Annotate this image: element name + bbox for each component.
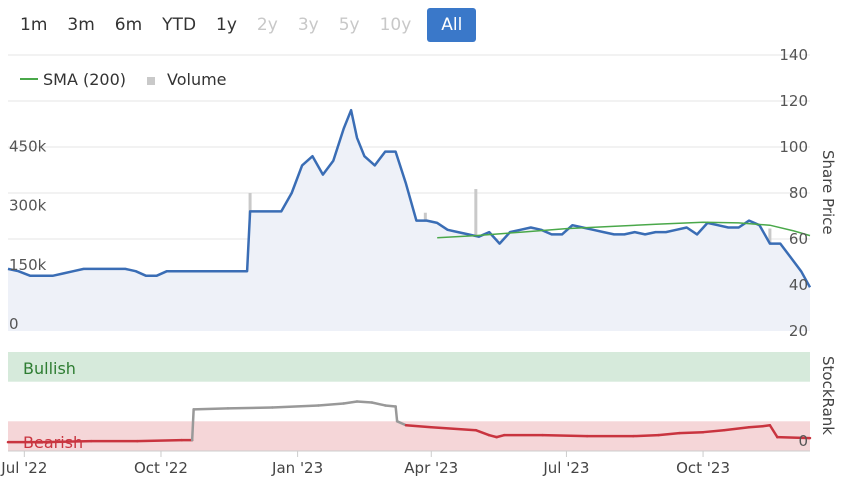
x-tick-label: Apr '23 (404, 459, 458, 477)
price-tick-label: 100 (779, 138, 808, 156)
stockrank-segment (190, 408, 195, 442)
stockrank-segment (722, 425, 751, 432)
rank-tick-label: 0 (798, 432, 808, 450)
stockrank-segment (747, 425, 764, 429)
range-selector: 1m 3m 6m YTD 1y 2y 3y 5y 10y All (10, 8, 477, 42)
stockrank-segment (383, 404, 397, 408)
share-price-axis-title: Share Price (819, 150, 837, 235)
price-area (8, 110, 810, 331)
stockrank-segment (430, 425, 478, 432)
stockrank-axis-title: StockRank (819, 356, 837, 435)
range-button-3y: 3y (297, 15, 319, 35)
x-tick-label: Jul '23 (542, 459, 589, 477)
bullish-label: Bullish (23, 359, 76, 378)
price-tick-label: 40 (789, 276, 808, 294)
range-button-10y: 10y (379, 15, 412, 35)
price-tick-label: 140 (779, 46, 808, 64)
legend-volume-label: Volume (167, 70, 227, 89)
price-tick-label: 80 (789, 184, 808, 202)
volume-tick-label: 150k (9, 256, 47, 274)
stockrank-segment (370, 401, 387, 407)
range-button-5y: 5y (338, 15, 360, 35)
stockrank-segment (342, 400, 359, 405)
range-button-ytd[interactable]: YTD (162, 15, 197, 35)
stockrank-segment (135, 438, 184, 443)
range-button-1y[interactable]: 1y (216, 15, 237, 35)
price-line (7, 108, 812, 288)
stockrank-segment (701, 428, 726, 434)
stockrank-segment (192, 407, 230, 411)
stockrank-segment (271, 404, 320, 409)
price-tick-label: 120 (779, 92, 808, 110)
stockrank-segment (487, 433, 498, 439)
stockrank-segment (632, 433, 660, 438)
range-button-all[interactable]: All (427, 8, 477, 42)
x-tick-label: Oct '23 (676, 459, 730, 477)
range-button-3m[interactable]: 3m (67, 15, 95, 35)
x-tick-label: Oct '22 (134, 459, 188, 477)
stockrank-segment (395, 420, 408, 427)
stockrank-segment (678, 430, 705, 435)
volume-tick-label: 450k (9, 138, 47, 156)
range-button-1m[interactable]: 1m (20, 15, 48, 35)
stockrank-segment (776, 435, 812, 440)
range-button-2y: 2y (256, 15, 278, 35)
sma-line (437, 221, 811, 239)
price-tick-label: 60 (789, 230, 808, 248)
stockrank-segment (404, 424, 433, 429)
stockrank-segment (657, 431, 681, 437)
stockrank-segment (495, 433, 506, 439)
stockrank-segment (355, 400, 374, 404)
stockrank-segment (317, 402, 345, 407)
volume-tick-label: 300k (9, 197, 47, 215)
bullish-band (8, 352, 810, 382)
stockrank-segment (541, 433, 589, 438)
x-tick-label: Jul '22 (0, 459, 47, 477)
range-button-6m[interactable]: 6m (114, 15, 143, 35)
stockrank-segment (474, 428, 491, 437)
stockrank-segment (226, 406, 274, 410)
legend-sma-label: SMA (200) (43, 70, 126, 89)
legend-volume-swatch (147, 77, 155, 85)
stockrank-segment (394, 405, 399, 423)
x-tick-label: Jan '23 (271, 459, 323, 477)
stockrank-segment (43, 439, 93, 444)
stockrank-segment (768, 424, 779, 439)
price-tick-label: 20 (789, 322, 808, 340)
volume-tick-label: 0 (9, 315, 19, 333)
